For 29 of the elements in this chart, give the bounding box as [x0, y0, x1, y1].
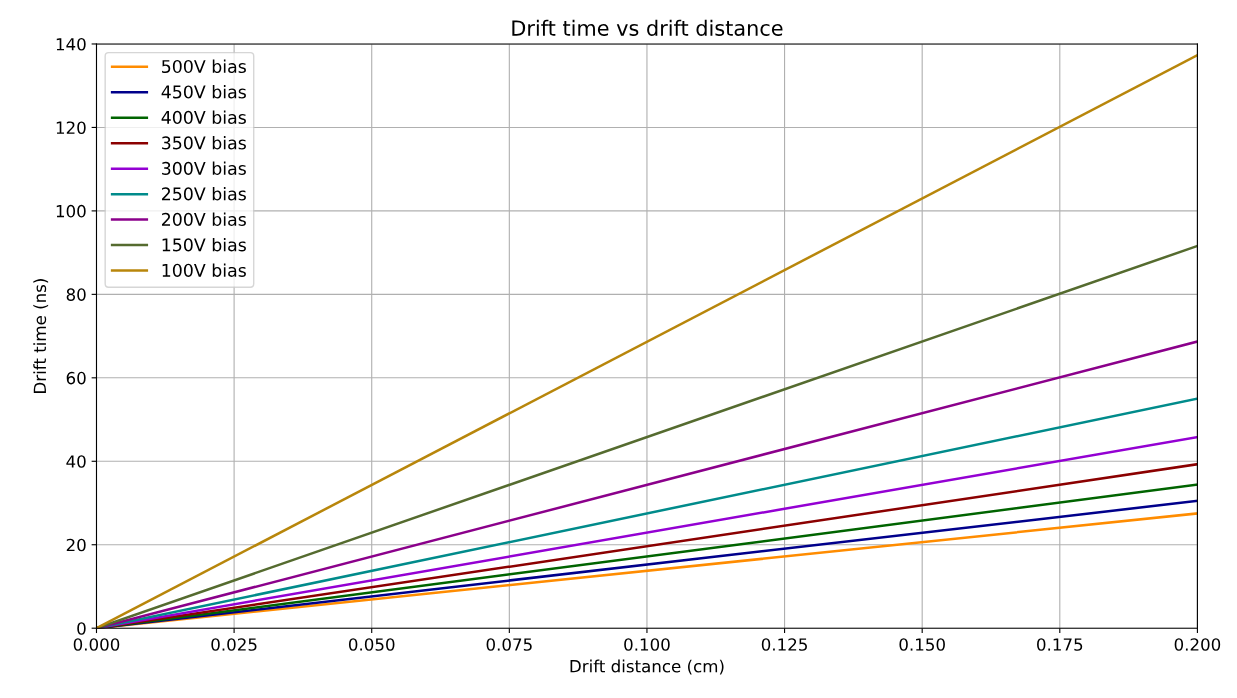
y-tick-label: 120	[56, 121, 86, 134]
legend-label: 250V bias	[161, 187, 246, 201]
x-tick-label: 0.100	[624, 638, 670, 651]
legend-label: 100V bias	[162, 263, 246, 277]
legend-label: 300V bias	[162, 161, 246, 175]
x-axis-title: Drift distance (cm)	[570, 659, 724, 675]
x-tick-label: 0.050	[348, 638, 395, 651]
y-axis-title: Drift time (ns)	[33, 279, 49, 393]
y-tick-label: 140	[56, 37, 86, 51]
y-tick-label: 0	[77, 622, 86, 635]
y-tick-label: 20	[66, 538, 86, 552]
legend-label: 400V bias	[161, 110, 246, 124]
chart-title: Drift time vs drift distance	[512, 19, 783, 36]
legend-label: 350V bias	[162, 136, 246, 150]
legend-label: 450V bias	[161, 85, 246, 99]
x-tick-label: 0.175	[1037, 638, 1083, 651]
y-tick-label: 40	[66, 455, 86, 468]
x-tick-label: 0.125	[761, 638, 807, 651]
y-tick-label: 80	[66, 288, 86, 301]
y-tick-label: 60	[66, 371, 86, 385]
legend-label: 500V bias	[162, 59, 246, 74]
y-tick-label: 100	[56, 204, 86, 218]
x-tick-label: 0.025	[211, 638, 257, 651]
x-tick-label: 0.200	[1174, 638, 1221, 651]
legend-label: 200V bias	[161, 212, 246, 226]
legend-label: 150V bias	[162, 237, 246, 252]
x-tick-label: 0.075	[486, 638, 532, 651]
x-tick-label: 0.000	[73, 638, 120, 651]
x-tick-label: 0.150	[899, 638, 945, 651]
